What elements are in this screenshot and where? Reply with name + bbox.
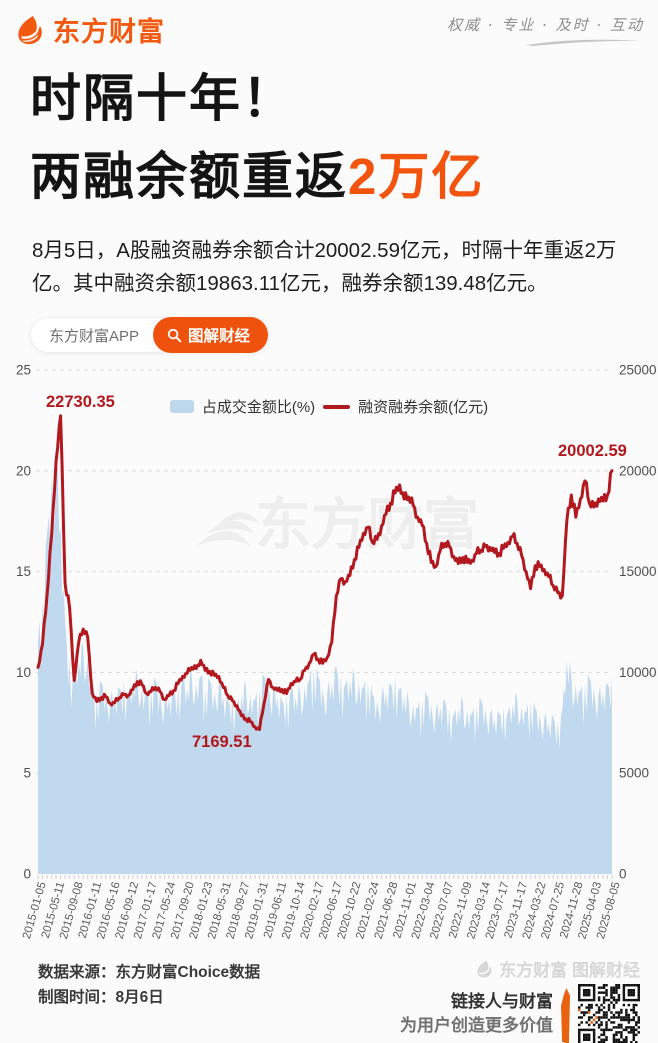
watermark-flame-icon: [477, 960, 492, 977]
footer-brand-block: 东方财富 图解财经 链接人与财富 为用户创造更多价值: [340, 956, 640, 1043]
left-axis-tick: 5: [23, 766, 31, 781]
eastmoney-brand: 东方财富: [16, 10, 165, 49]
turnover-ratio-area: [38, 464, 612, 874]
margin-balance-chart: 25 25000 20 20000 15 15000 10 10000 5 5000 0 0 东方财富 2…: [0, 356, 658, 956]
tagline-wrap: 权威 · 专业 · 及时 · 互动: [447, 14, 644, 47]
left-axis-tick: 25: [16, 363, 31, 378]
app-search-pill[interactable]: 东方财富APP 图解财经: [30, 317, 270, 353]
source-block: 数据来源：东方财富Choice数据 制图时间：8月6日: [38, 960, 260, 1010]
top-bar: 东方财富 权威 · 专业 · 及时 · 互动: [16, 10, 644, 54]
lede-paragraph: 8月5日，A股融资融券余额合计20002.59亿元，时隔十年重返2万亿。其中融资…: [32, 239, 617, 295]
headline-line2-prefix: 两融余额重返: [30, 148, 349, 205]
footer-slogans: 链接人与财富 为用户创造更多价值: [400, 984, 553, 1038]
slogan-line1: 链接人与财富: [451, 992, 553, 1011]
app-name-label: 东方财富APP: [49, 327, 140, 345]
chart-watermark: 东方财富: [196, 493, 479, 556]
right-axis-tick: 20000: [619, 463, 657, 478]
left-axis-tick: 10: [16, 665, 31, 680]
footer-watermark: 东方财富 图解财经: [340, 956, 640, 981]
left-axis-tick: 20: [16, 463, 31, 478]
headline-line1: 时隔十年！: [30, 70, 296, 127]
slogan-line2: 为用户创造更多价值: [400, 1016, 553, 1035]
right-axis-tick: 5000: [619, 766, 649, 781]
headline-highlight: 2万亿: [348, 148, 485, 205]
tagline-swoosh: [526, 39, 642, 46]
chart-channel-label: 图解财经: [188, 328, 251, 345]
margin-balance-line: [36, 414, 614, 731]
footer-slogan-row: 链接人与财富 为用户创造更多价值: [340, 984, 640, 1043]
right-axis-tick: 25000: [619, 363, 657, 378]
right-axis-tick: 15000: [619, 564, 657, 579]
headline: 时隔十年！ 两融余额重返2万亿: [30, 60, 630, 216]
footer-watermark-text: 东方财富 图解财经: [499, 961, 640, 980]
eastmoney-flame-icon: [18, 15, 42, 44]
brand-name: 东方财富: [53, 17, 165, 47]
qr-code: [578, 984, 640, 1043]
data-source-line: 数据来源：东方财富Choice数据: [38, 964, 261, 981]
brand-tagline: 权威 · 专业 · 及时 · 互动: [447, 16, 644, 34]
left-axis-tick: 15: [16, 564, 31, 579]
right-axis-tick: 10000: [619, 665, 657, 680]
headline-line2: 两融余额重返2万亿: [30, 138, 630, 216]
left-axis-tick: 0: [23, 867, 31, 882]
chart-time-line: 制图时间：8月6日: [38, 989, 164, 1006]
pill-row: 东方财富APP 图解财经: [30, 317, 270, 353]
flame-divider: [561, 988, 570, 1043]
chart-channel-button[interactable]: 图解财经: [153, 317, 269, 353]
right-axis-tick: 0: [619, 867, 627, 882]
search-icon: [167, 328, 182, 342]
